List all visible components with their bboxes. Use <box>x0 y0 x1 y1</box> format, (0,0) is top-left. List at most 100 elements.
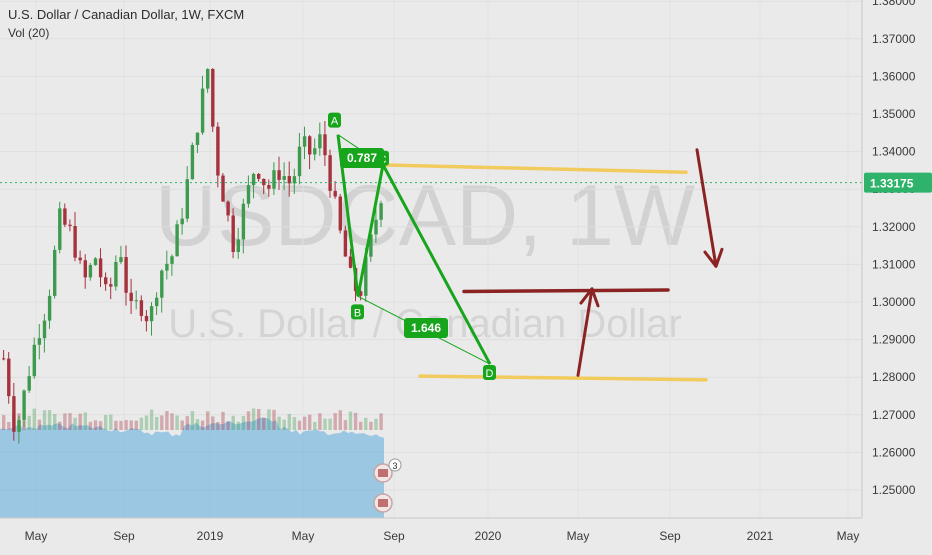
volume-bar <box>155 416 159 430</box>
arrow-down-annotation[interactable] <box>695 148 724 268</box>
volume-bar <box>98 421 103 430</box>
ratio-label-a-c: 0.787 <box>347 151 377 165</box>
y-tick-label: 1.31000 <box>872 257 916 271</box>
volume-bar <box>93 420 98 430</box>
current-price-tag[interactable] <box>864 172 932 193</box>
pattern-point-a-badge[interactable] <box>328 112 341 128</box>
candle-body <box>22 390 26 421</box>
candle-body <box>47 295 52 321</box>
volume-layer <box>0 408 384 518</box>
level-line-red-resistance[interactable] <box>462 288 670 294</box>
volume-bar <box>374 418 378 430</box>
x-tick-label: 2020 <box>475 529 502 543</box>
x-tick-label: Sep <box>383 529 405 543</box>
candle-body <box>144 315 149 322</box>
volume-bar <box>47 410 52 430</box>
volume-bar <box>53 414 57 430</box>
y-tick-label: 1.29000 <box>872 333 916 347</box>
candle-body <box>32 344 36 377</box>
candle-body <box>343 230 348 257</box>
arrow-up-head <box>579 287 600 308</box>
volume-bar <box>353 412 358 430</box>
y-tick-label: 1.38000 <box>872 0 916 8</box>
arrow-up-annotation[interactable] <box>576 287 600 377</box>
candle-body <box>175 224 179 257</box>
candle-body <box>246 185 251 204</box>
candle-body <box>27 376 31 391</box>
candle-body <box>185 179 189 219</box>
arrow-down-shaft <box>695 148 718 268</box>
chart-header: U.S. Dollar / Canadian Dollar, 1W, FXCM … <box>8 6 244 42</box>
y-tick-label: 1.27000 <box>872 408 916 422</box>
volume-bar <box>246 411 251 430</box>
y-tick-label: 1.25000 <box>872 483 916 497</box>
volume-bar <box>221 411 225 430</box>
pattern-point-b-label: B <box>354 307 361 319</box>
candle-body <box>241 203 246 240</box>
candle-body <box>236 239 240 252</box>
volume-bar <box>369 421 373 430</box>
volume-bar <box>379 413 383 430</box>
volume-bar <box>119 420 123 430</box>
volume-bar <box>139 417 144 430</box>
arrow-up-shaft <box>576 287 594 377</box>
candle-body <box>190 144 195 180</box>
volume-bar <box>83 412 87 430</box>
candle-body <box>251 173 256 186</box>
candle-body <box>129 292 133 302</box>
volume-bar <box>149 409 154 430</box>
volume-bar <box>211 416 215 430</box>
pattern-leg-bc[interactable] <box>356 164 385 297</box>
volume-bar <box>68 413 72 430</box>
volume-bar <box>78 413 82 430</box>
candle-body <box>2 358 6 360</box>
candle-body <box>221 175 225 202</box>
candle-body <box>37 338 42 345</box>
volume-bar <box>287 413 291 430</box>
level-line-upper-yellow[interactable] <box>376 163 688 175</box>
candle-body <box>78 257 82 261</box>
ratio-badge-b-d[interactable] <box>404 318 448 338</box>
x-tick-label: Sep <box>659 529 681 543</box>
volume-bar <box>109 414 113 430</box>
volume-bar <box>308 414 312 430</box>
candle-body <box>139 300 144 316</box>
volume-bar <box>343 420 348 430</box>
candle-body <box>206 69 210 89</box>
grid-layer <box>0 0 862 491</box>
pattern-leg-cd[interactable] <box>381 164 492 365</box>
ratio-label-b-d: 1.646 <box>411 321 441 335</box>
symbol-title[interactable]: U.S. Dollar / Canadian Dollar, 1W, FXCM <box>8 7 245 22</box>
candle-body <box>231 215 235 252</box>
candle-body <box>58 208 62 250</box>
candle-body <box>359 291 363 296</box>
candle-body <box>83 260 87 278</box>
event-badge-dividends[interactable]: 3 <box>373 458 402 483</box>
candle-body <box>277 170 281 180</box>
volume-bar <box>251 408 256 430</box>
volume-bar <box>129 420 133 430</box>
pattern-point-b-badge[interactable] <box>351 304 364 320</box>
candle-body <box>73 226 77 258</box>
candle-body <box>302 136 307 147</box>
pattern-point-d-badge[interactable] <box>483 365 496 381</box>
candle-body <box>267 185 271 189</box>
candle-body <box>338 196 342 231</box>
y-tick-label: 1.26000 <box>872 445 916 459</box>
volume-bar <box>262 417 266 430</box>
x-tick-label: 2019 <box>197 529 224 543</box>
volume-indicator-label[interactable]: Vol (20) <box>8 26 50 40</box>
event-badge-earnings[interactable] <box>373 493 393 513</box>
volume-bar <box>73 417 77 430</box>
level-line-lower-yellow[interactable] <box>418 374 708 382</box>
candle-body <box>211 69 215 127</box>
x-tick-label: 2021 <box>747 529 774 543</box>
event-count-bubble <box>388 458 402 472</box>
ratio-badge-a-c[interactable] <box>340 148 384 168</box>
candle-body <box>216 126 220 176</box>
candle-body <box>323 134 327 156</box>
flag-icon <box>378 499 388 507</box>
